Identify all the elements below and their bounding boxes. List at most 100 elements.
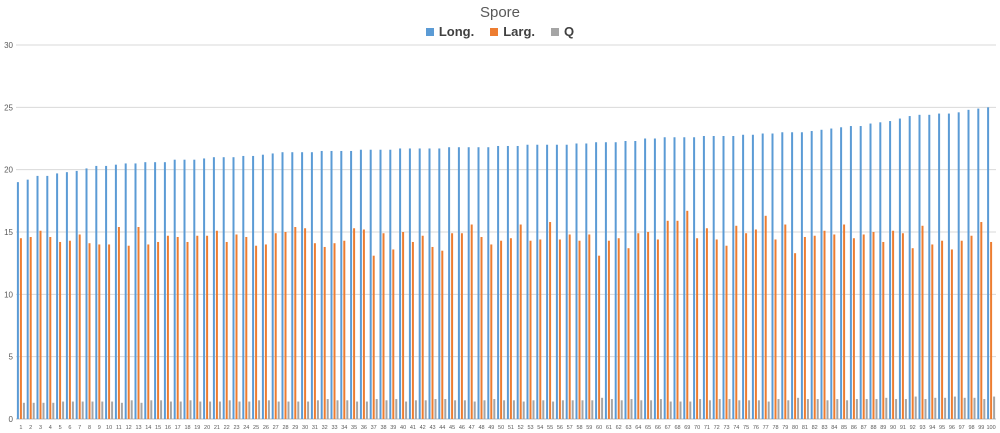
bar: [552, 401, 555, 419]
legend-label-q: Q: [564, 24, 575, 39]
bar: [71, 401, 74, 419]
bar: [487, 147, 490, 419]
x-tick-label: 46: [459, 425, 465, 431]
x-tick-label: 43: [429, 425, 435, 431]
x-tick-label: 1: [19, 425, 22, 431]
bar: [595, 142, 598, 420]
bar: [274, 233, 277, 419]
x-tick-label: 52: [518, 425, 524, 431]
x-tick-label: 6: [68, 425, 71, 431]
bar: [470, 224, 473, 419]
bar: [683, 137, 686, 419]
x-tick-label: 85: [841, 425, 847, 431]
bar: [75, 170, 78, 419]
x-tick-label: 12: [126, 425, 132, 431]
bar: [865, 399, 868, 419]
x-tick-label: 53: [527, 425, 533, 431]
x-tick-label: 45: [449, 425, 455, 431]
bar: [659, 399, 662, 419]
y-tick-label: 10: [4, 290, 13, 299]
bar: [473, 401, 476, 419]
bar: [483, 400, 486, 419]
bar: [490, 244, 493, 419]
bar: [333, 243, 336, 419]
bar: [438, 148, 441, 419]
bar: [816, 399, 819, 419]
bar: [855, 399, 858, 419]
bar: [310, 152, 313, 420]
bar: [813, 235, 816, 419]
bar: [134, 163, 137, 419]
bar: [323, 246, 326, 419]
x-tick-label: 54: [537, 425, 543, 431]
bar: [585, 143, 588, 419]
bar: [614, 142, 617, 420]
bar: [245, 236, 248, 419]
x-tick-label: 29: [292, 425, 298, 431]
bar: [771, 133, 774, 419]
bar: [781, 132, 784, 419]
x-tick-label: 61: [606, 425, 612, 431]
x-tick-label: 33: [331, 425, 337, 431]
bar: [963, 397, 966, 419]
bar: [140, 402, 143, 419]
bar: [767, 401, 770, 419]
bar: [588, 234, 591, 419]
bar: [454, 400, 457, 419]
bar: [529, 240, 532, 419]
x-tick-label: 35: [351, 425, 357, 431]
x-tick-label: 49: [488, 425, 494, 431]
bar: [640, 400, 643, 419]
bar: [977, 108, 980, 419]
bar: [950, 249, 953, 419]
bar: [369, 149, 372, 419]
bar: [634, 140, 637, 419]
x-tick-label: 42: [420, 425, 426, 431]
bar: [95, 165, 98, 419]
bar: [22, 402, 25, 419]
y-tick-label: 25: [4, 103, 13, 112]
legend-swatch-larg: [490, 27, 499, 36]
bar: [117, 227, 120, 419]
bar: [519, 224, 522, 419]
bar: [29, 236, 32, 419]
bar: [774, 239, 777, 419]
bar: [320, 150, 323, 419]
bar: [441, 250, 444, 419]
x-tick-label: 10: [106, 425, 112, 431]
bar: [26, 179, 29, 419]
bar: [154, 162, 157, 420]
bar: [467, 147, 470, 419]
bar: [536, 144, 539, 419]
bar: [111, 401, 114, 419]
x-tick-label: 13: [135, 425, 141, 431]
x-tick-label: 75: [743, 425, 749, 431]
bar: [493, 399, 496, 419]
bar: [794, 253, 797, 419]
x-tick-label: 41: [410, 425, 416, 431]
bar: [480, 236, 483, 419]
x-tick-label: 71: [704, 425, 710, 431]
bar: [85, 168, 88, 419]
x-tick-label: 88: [870, 425, 876, 431]
x-tick-label: 57: [567, 425, 573, 431]
bar: [669, 401, 672, 419]
x-tick-label: 55: [547, 425, 553, 431]
x-tick-label: 39: [390, 425, 396, 431]
bar: [973, 397, 976, 419]
bar: [797, 397, 800, 419]
bar: [497, 145, 500, 420]
bar: [751, 134, 754, 419]
bar: [408, 148, 411, 419]
x-tick-label: 60: [596, 425, 602, 431]
bar: [218, 401, 221, 419]
bar: [810, 131, 813, 419]
bar: [722, 136, 725, 420]
bar: [840, 127, 843, 419]
bar: [806, 399, 809, 419]
bar: [42, 402, 45, 419]
bar: [330, 150, 333, 419]
bar: [546, 144, 549, 419]
x-tick-label: 76: [753, 425, 759, 431]
